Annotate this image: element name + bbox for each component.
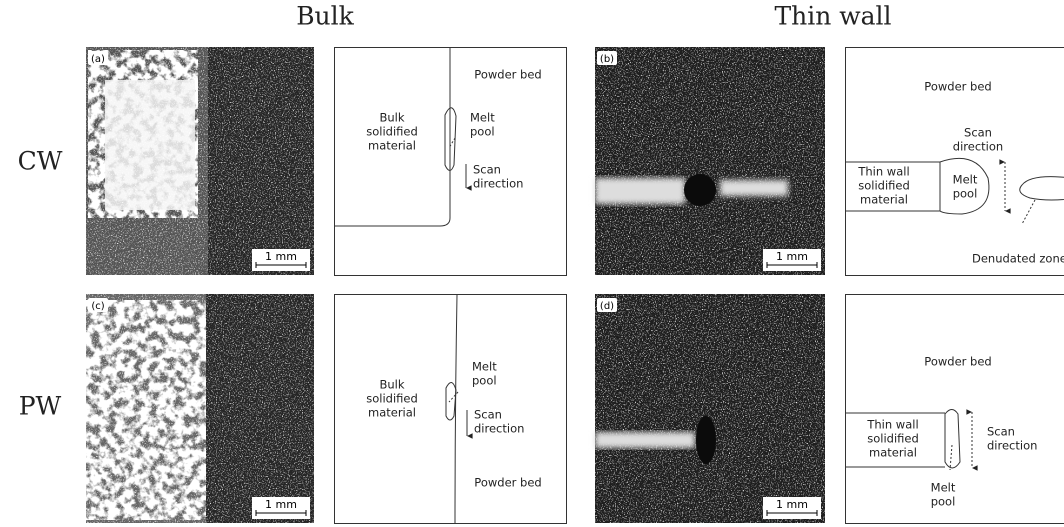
- scale-bar-label: 1 mm: [265, 498, 297, 511]
- melt-pool: Melt: [953, 173, 978, 187]
- melt-pool: pool: [470, 125, 495, 139]
- scale-bar-label: 1 mm: [265, 250, 297, 263]
- row-title: PW: [19, 392, 62, 421]
- photo-b: [595, 47, 825, 275]
- material: Bulk: [379, 111, 404, 125]
- melt-pool: Melt: [472, 360, 497, 374]
- material: Bulk: [379, 378, 404, 392]
- column-title: Bulk: [296, 2, 354, 31]
- figure: Bulk Thin wall CW PW (a) 1 mm (b) 1 mm (c) 1 mm (d…: [0, 0, 1064, 527]
- scan-direction: Scan: [964, 126, 992, 140]
- scan-direction: Scan: [474, 408, 502, 422]
- panel-label: (c): [91, 301, 104, 312]
- photo-d: [595, 294, 825, 523]
- scan-direction: Scan: [987, 425, 1015, 439]
- material: Thin wall: [857, 165, 909, 179]
- scale-bar-label: 1 mm: [776, 498, 808, 511]
- material: material: [860, 193, 908, 207]
- row-title: CW: [18, 147, 63, 176]
- panel-label: (d): [600, 301, 614, 312]
- powder-bed: Powder bed: [924, 80, 991, 94]
- melt-pool: pool: [953, 187, 978, 201]
- material: material: [368, 406, 416, 420]
- powder-bed: Powder bed: [474, 476, 541, 490]
- denudated-zone: Denudated zone: [972, 252, 1064, 266]
- material: solidified: [366, 125, 418, 139]
- panel-label: (b): [600, 54, 614, 65]
- panel-label: (a): [91, 54, 105, 65]
- powder-bed: Powder bed: [474, 68, 541, 82]
- material: solidified: [366, 392, 418, 406]
- scan-direction: direction: [987, 439, 1037, 453]
- melt-pool: Melt: [931, 481, 956, 495]
- scan-direction: direction: [473, 177, 523, 191]
- material: solidified: [858, 179, 910, 193]
- scale-bar-label: 1 mm: [776, 250, 808, 263]
- material: Thin wall: [866, 418, 918, 432]
- material: material: [869, 446, 917, 460]
- page: {"column_titles": ["Bulk", "Thin wall"],…: [0, 0, 1064, 527]
- melt-pool: pool: [472, 374, 497, 388]
- photo-a: [86, 47, 314, 275]
- scan-direction: Scan: [473, 163, 501, 177]
- melt-pool: pool: [931, 495, 956, 509]
- melt-pool: Melt: [470, 111, 495, 125]
- powder-bed: Powder bed: [924, 355, 991, 369]
- scan-direction: direction: [474, 422, 524, 436]
- photo-c: [86, 294, 314, 523]
- material: solidified: [867, 432, 919, 446]
- scan-direction: direction: [953, 140, 1003, 154]
- column-title: Thin wall: [774, 2, 891, 31]
- material: material: [368, 139, 416, 153]
